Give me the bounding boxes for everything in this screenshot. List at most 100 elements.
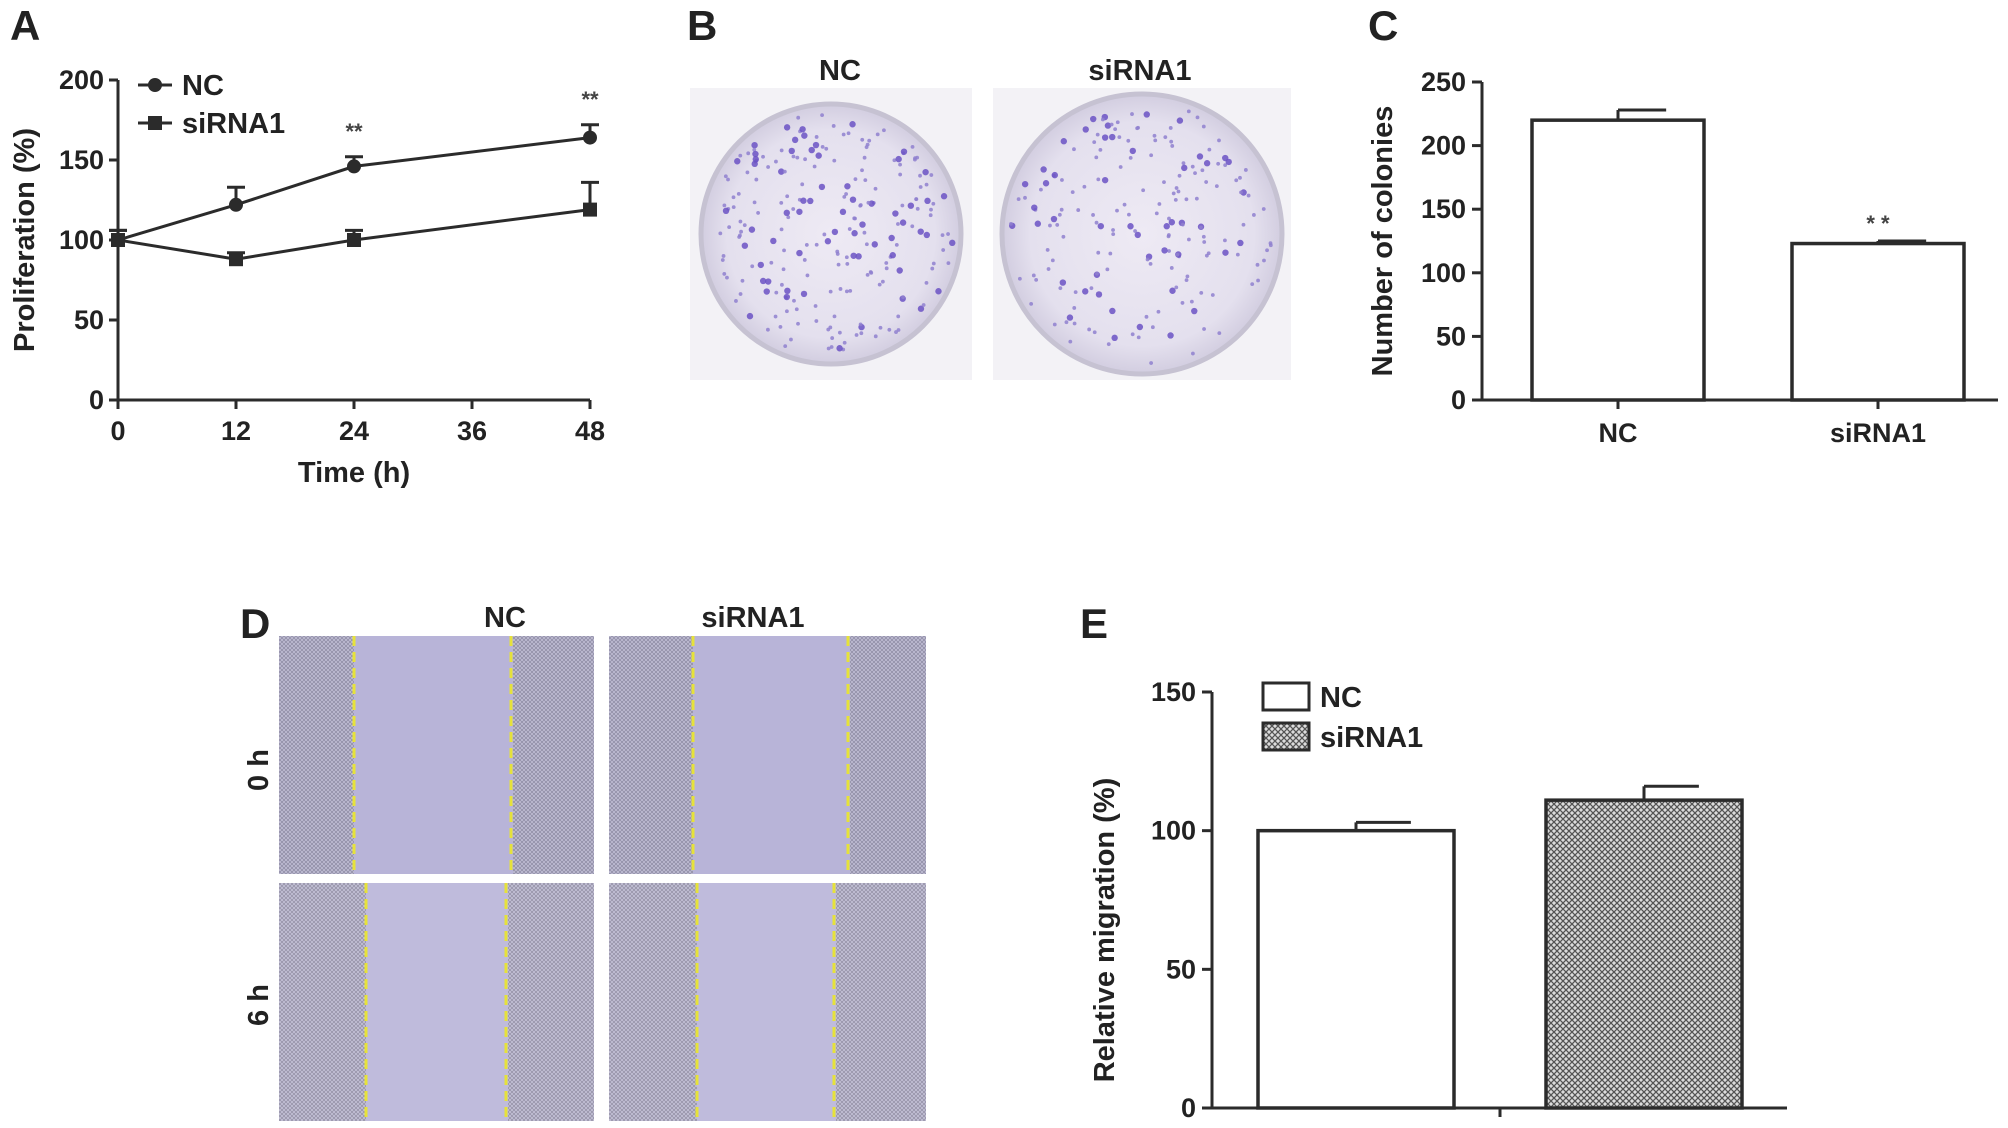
colony-dot bbox=[1174, 285, 1179, 290]
data-point bbox=[229, 197, 243, 212]
colony-dot bbox=[1042, 180, 1050, 187]
y-tick-label: 100 bbox=[1151, 816, 1196, 846]
colony-dot bbox=[900, 148, 908, 155]
colony-dot bbox=[1039, 187, 1043, 192]
data-point bbox=[583, 202, 597, 217]
panel-label-a: A bbox=[10, 2, 40, 49]
colony-dot bbox=[1177, 173, 1182, 178]
colony-dot bbox=[1217, 331, 1222, 336]
y-axis-title: Proliferation (%) bbox=[9, 128, 41, 352]
colonies-sirna1 bbox=[1009, 109, 1273, 365]
colony-dot bbox=[941, 248, 946, 252]
colony-dot bbox=[766, 165, 771, 169]
colony-dot bbox=[1152, 133, 1157, 138]
colony-dot bbox=[854, 333, 859, 337]
colony-dot bbox=[1009, 221, 1013, 226]
series-line-nc bbox=[117, 136, 591, 242]
micrograph-nc-0h bbox=[279, 636, 594, 874]
colony-dot bbox=[1169, 266, 1174, 270]
micrograph-sirna1-0h bbox=[609, 636, 926, 874]
colony-dot bbox=[1169, 139, 1174, 144]
colony-dot bbox=[1113, 127, 1118, 132]
colony-dot bbox=[820, 113, 824, 117]
colony-dot bbox=[782, 248, 786, 253]
colony-dot bbox=[924, 280, 929, 285]
y-tick-label: 150 bbox=[1151, 677, 1196, 707]
colony-dot bbox=[1109, 307, 1116, 315]
colony-dot bbox=[1057, 212, 1062, 217]
colony-dot bbox=[859, 221, 866, 228]
colony-dot bbox=[836, 262, 841, 267]
colony-dot bbox=[917, 305, 925, 312]
colony-dot bbox=[917, 228, 924, 235]
colony-dot bbox=[873, 334, 878, 339]
colony-dot bbox=[831, 124, 836, 128]
colonies-nc bbox=[718, 113, 956, 352]
colony-dot bbox=[814, 242, 819, 247]
colony-dot bbox=[805, 273, 810, 278]
colony-dot bbox=[1194, 196, 1199, 201]
colony-dot bbox=[734, 158, 741, 165]
colony-dot bbox=[1238, 175, 1242, 180]
colony-dot bbox=[931, 201, 936, 206]
colony-dot bbox=[783, 124, 791, 131]
colony-dot bbox=[1157, 202, 1162, 206]
colony-dot bbox=[852, 216, 857, 221]
colony-dot bbox=[752, 147, 757, 152]
colony-dot bbox=[1082, 288, 1089, 295]
data-point bbox=[347, 159, 361, 174]
colony-dot bbox=[853, 177, 858, 182]
colony-dot bbox=[922, 168, 929, 176]
colony-dot bbox=[1111, 228, 1115, 232]
colony-dot bbox=[1136, 323, 1144, 331]
colony-dot bbox=[1201, 124, 1206, 129]
colony-dot bbox=[800, 197, 807, 204]
colony-dot bbox=[1091, 213, 1095, 217]
y-tick-label: 150 bbox=[59, 145, 104, 175]
colony-dot bbox=[736, 192, 741, 196]
colony-dot bbox=[803, 157, 807, 162]
colony-dot bbox=[898, 162, 902, 167]
colony-dot bbox=[1101, 176, 1109, 184]
colony-dot bbox=[896, 267, 903, 274]
colony-dot bbox=[1171, 191, 1176, 196]
colony-dot bbox=[731, 195, 736, 200]
series-line-sirna1 bbox=[117, 208, 591, 261]
colony-dot bbox=[1111, 232, 1116, 237]
colony-dot bbox=[864, 242, 869, 247]
colony-dot bbox=[1100, 117, 1105, 122]
colony-dot bbox=[884, 261, 889, 265]
colony-dot bbox=[1104, 122, 1112, 129]
colony-dot bbox=[1186, 237, 1191, 242]
micrograph-column-label-nc: NC bbox=[484, 602, 526, 634]
y-tick-label: 100 bbox=[1421, 258, 1466, 288]
colony-dot bbox=[930, 266, 935, 271]
colony-dot bbox=[1217, 138, 1221, 143]
colony-dot bbox=[778, 325, 783, 329]
colony-dot bbox=[1130, 332, 1135, 337]
colony-dot bbox=[727, 225, 732, 229]
colony-dot bbox=[1122, 202, 1127, 207]
colony-dot bbox=[846, 131, 851, 136]
colony-dot bbox=[835, 249, 840, 254]
colony-dot bbox=[1166, 234, 1171, 239]
colony-dot bbox=[1095, 132, 1100, 137]
colony-dot bbox=[1170, 144, 1175, 148]
colony-dot bbox=[1055, 223, 1060, 227]
colony-dot bbox=[923, 231, 931, 239]
colony-dot bbox=[1087, 327, 1092, 332]
colony-dot bbox=[812, 141, 820, 149]
colony-count-bar-chart: 0 50 100 150 200 250 NC siRNA1 Number of colonie… bbox=[1367, 67, 1998, 448]
colony-dot bbox=[849, 121, 856, 128]
colony-dot bbox=[718, 231, 723, 236]
colony-dot bbox=[1235, 252, 1240, 257]
colony-dot bbox=[799, 126, 806, 133]
colony-dot bbox=[1118, 165, 1123, 169]
colony-dot bbox=[875, 132, 880, 137]
y-tick-label: 100 bbox=[59, 225, 104, 255]
y-tick-label: 150 bbox=[1421, 194, 1466, 224]
colony-dot bbox=[842, 340, 847, 345]
colony-dot bbox=[1204, 253, 1209, 258]
colony-dot bbox=[1150, 325, 1155, 330]
colony-dot bbox=[892, 210, 899, 217]
